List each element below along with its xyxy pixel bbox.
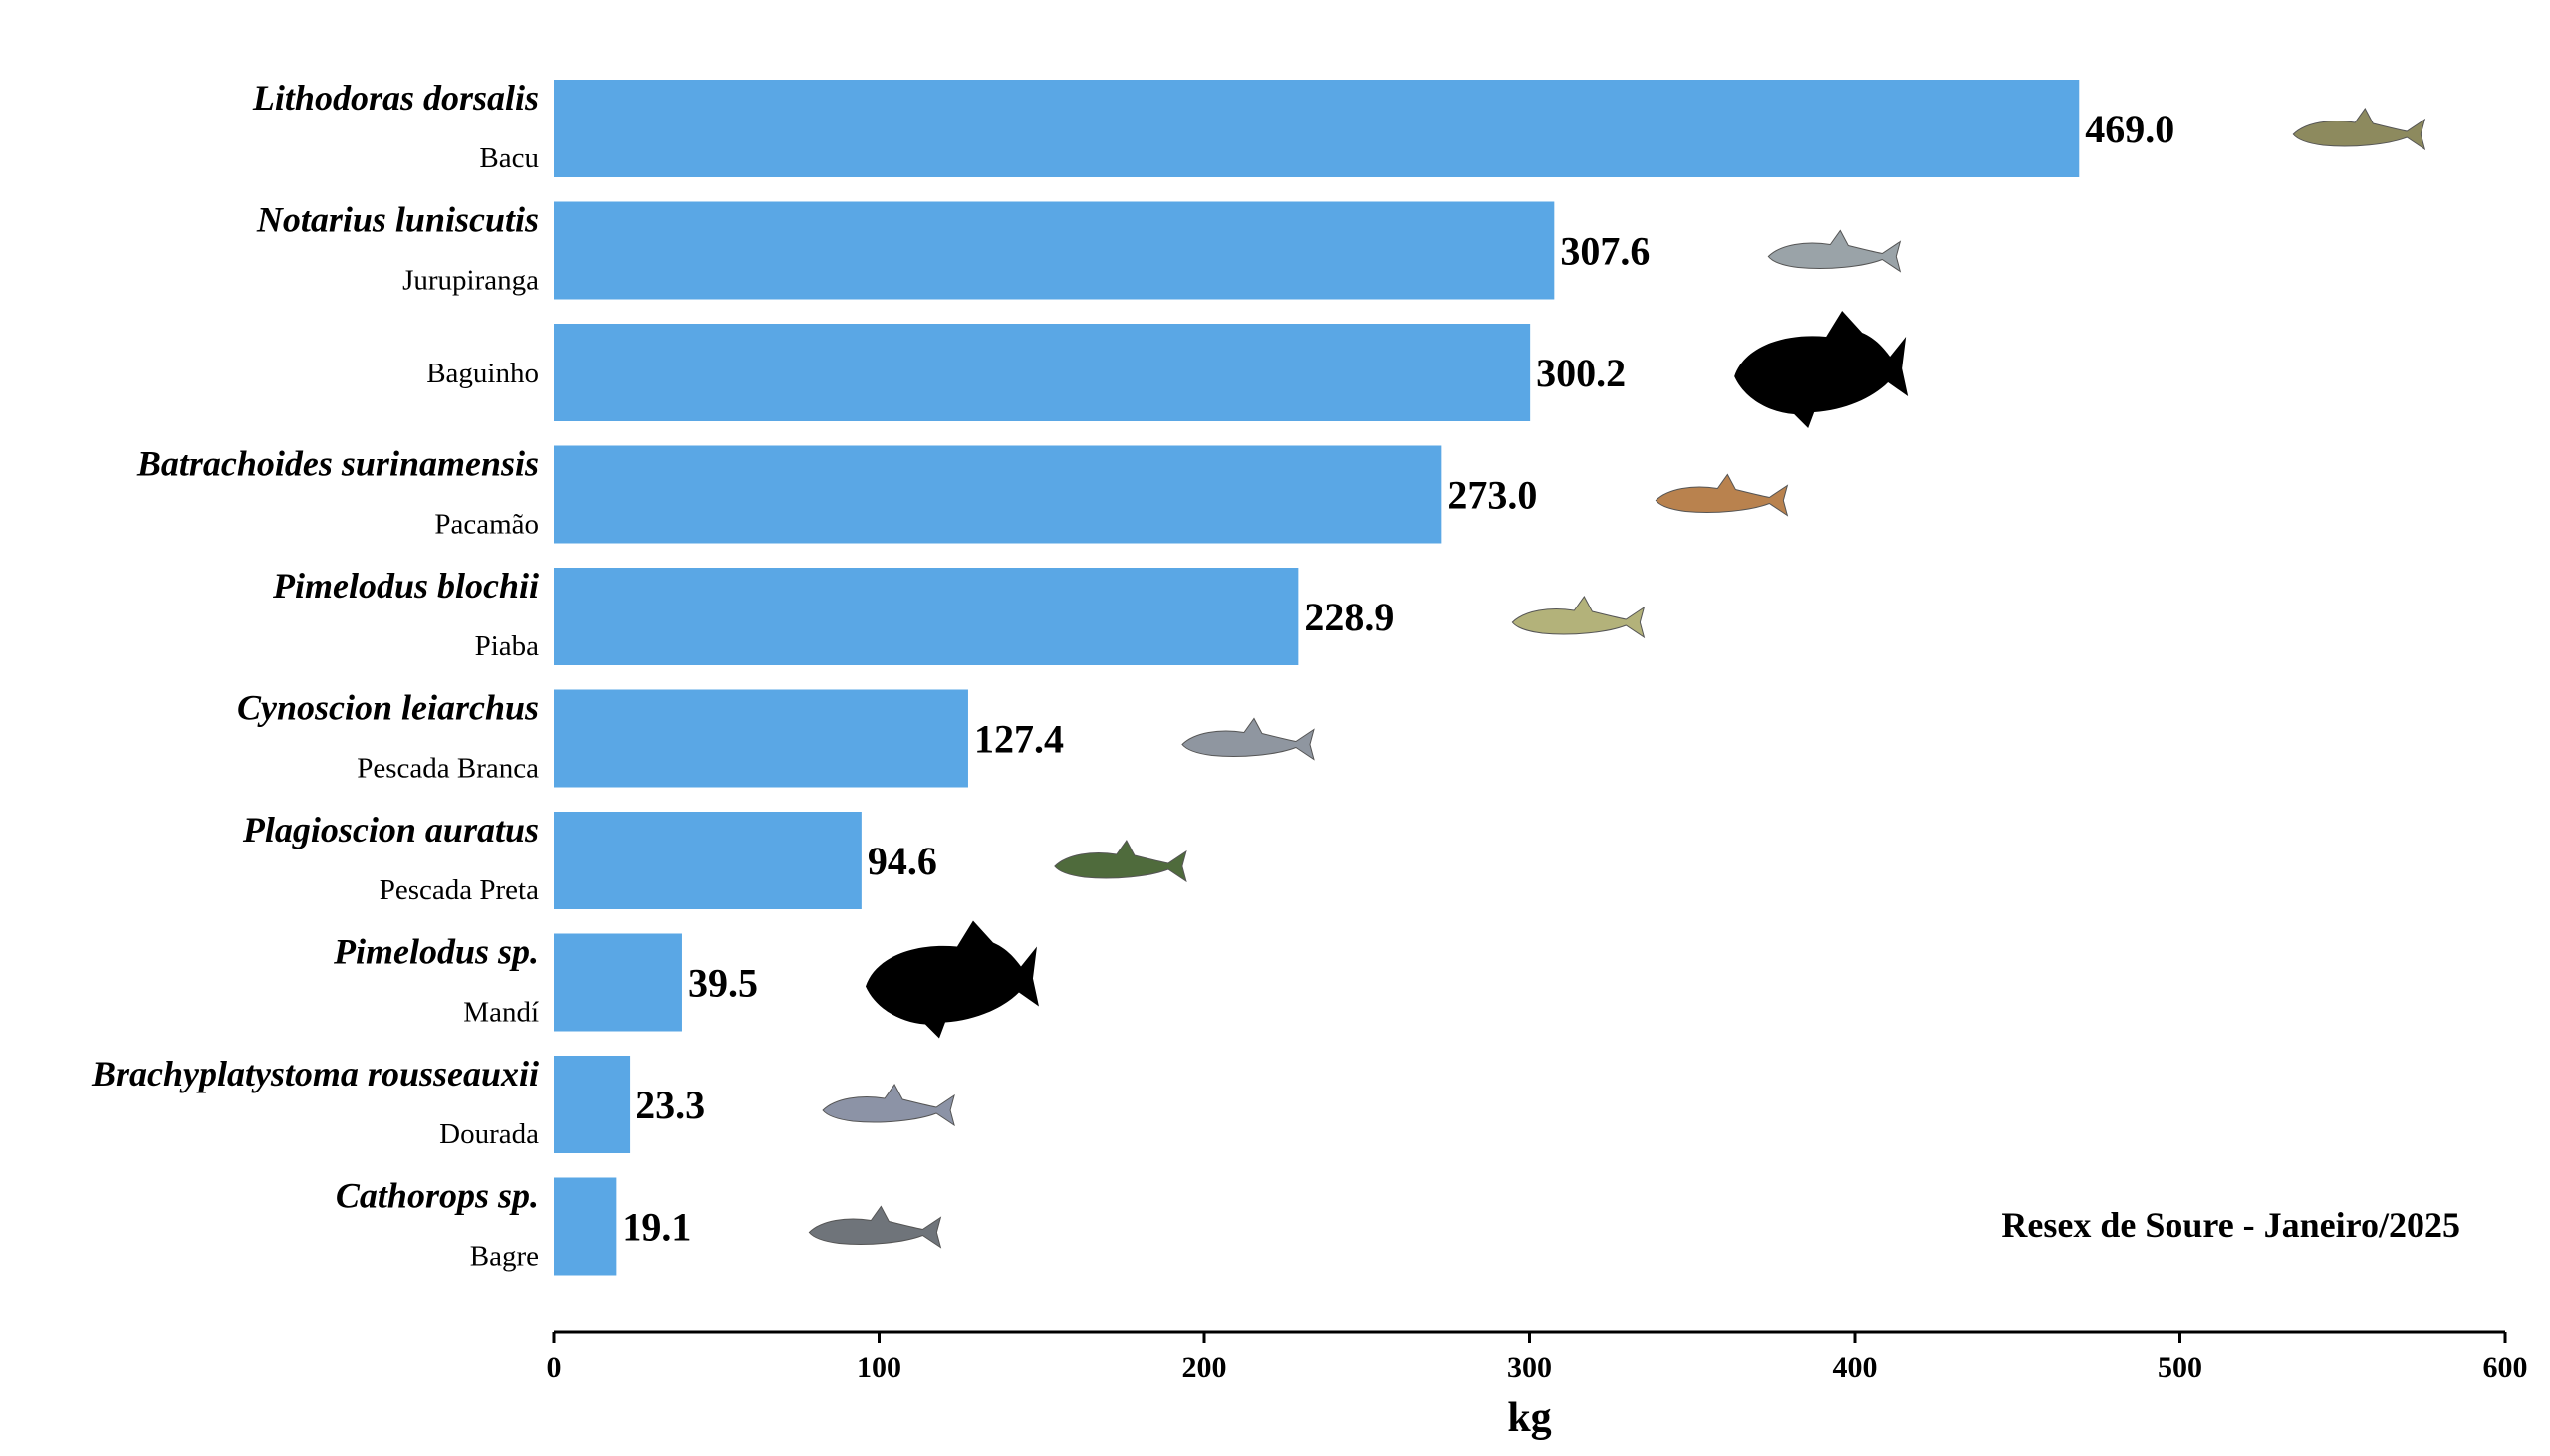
bar-dourada (554, 1056, 631, 1153)
value-label: 39.5 (688, 961, 758, 1006)
fish-photo-icon (1181, 717, 1315, 761)
bar-bacu (554, 80, 2080, 177)
category-common-name: Bacu (479, 142, 539, 174)
x-tick-label: 500 (2158, 1351, 2202, 1384)
x-tick-label: 200 (1182, 1351, 1227, 1384)
bar-bagre (554, 1177, 617, 1276)
x-axis: 0 100 200 300 400 500 600 kg (547, 1330, 2528, 1441)
bars-layer (554, 80, 2080, 1276)
category-scientific-name: Pimelodus sp. (333, 932, 539, 972)
chart-annotation: Resex de Soure - Janeiro/2025 (2001, 1205, 2460, 1245)
category-scientific-name: Cynoscion leiarchus (237, 688, 539, 728)
category-common-name: Baguinho (426, 358, 539, 389)
bar-baguinho (554, 324, 1531, 421)
value-label: 469.0 (2085, 107, 2174, 151)
x-tick-label: 0 (547, 1351, 562, 1384)
value-label: 307.6 (1560, 229, 1650, 274)
value-label: 23.3 (636, 1083, 705, 1127)
category-scientific-name: Brachyplatystoma rousseauxii (91, 1054, 539, 1093)
category-scientific-name: Lithodoras dorsalis (252, 78, 539, 118)
category-scientific-name: Plagioscion auratus (242, 810, 539, 849)
fish-photo-icon (1511, 596, 1646, 639)
fish-photo-icon (1655, 473, 1789, 517)
bar-piaba (554, 568, 1299, 665)
bar-jurupiranga (554, 201, 1555, 300)
value-label: 19.1 (622, 1205, 691, 1250)
fish-photo-icon (1054, 840, 1187, 883)
fish-silhouette-icon (865, 920, 1039, 1039)
category-common-name: Mandí (463, 997, 539, 1029)
x-tick-label: 300 (1507, 1351, 1552, 1384)
value-label: 273.0 (1447, 473, 1537, 518)
category-common-name: Jurupiranga (402, 265, 539, 297)
bar-pescada-branca (554, 689, 968, 788)
category-common-name: Dourada (439, 1118, 539, 1150)
category-common-name: Bagre (470, 1241, 539, 1273)
value-label: 228.9 (1304, 595, 1394, 639)
category-common-name: Pacamão (434, 509, 539, 541)
fish-photo-icon (1767, 229, 1902, 273)
value-label: 94.6 (868, 839, 937, 883)
category-scientific-name: Pimelodus blochii (272, 566, 539, 606)
value-label: 127.4 (974, 717, 1064, 762)
bar-pescada-preta (554, 812, 862, 909)
category-labels: 469.0 Lithodoras dorsalis Bacu 307.6 Notariu… (91, 78, 2174, 1273)
fish-icons (808, 108, 2426, 1249)
x-tick-label: 100 (857, 1351, 901, 1384)
fish-silhouette-icon (1734, 311, 1909, 428)
category-common-name: Piaba (475, 630, 540, 662)
fish-photo-icon (808, 1205, 942, 1249)
category-common-name: Pescada Preta (380, 874, 539, 906)
category-common-name: Pescada Branca (357, 753, 539, 785)
fish-photo-icon (822, 1084, 955, 1127)
bar-pacam-o (554, 445, 1442, 544)
x-tick-label: 400 (1833, 1351, 1878, 1384)
x-axis-label: kg (1507, 1395, 1551, 1441)
x-tick-label: 600 (2483, 1351, 2528, 1384)
category-scientific-name: Cathorops sp. (336, 1176, 539, 1216)
category-scientific-name: Notarius luniscutis (256, 200, 539, 240)
category-scientific-name: Batrachoides surinamensis (136, 444, 539, 484)
bar-mand- (554, 933, 682, 1032)
value-label: 300.2 (1536, 351, 1626, 395)
fish-photo-icon (2292, 108, 2426, 151)
